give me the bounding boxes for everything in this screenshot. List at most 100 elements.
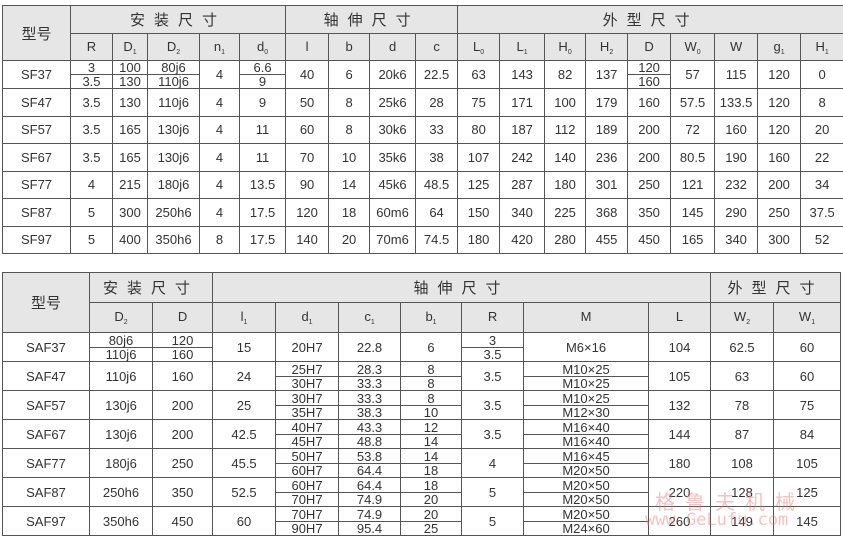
value-cell: 200 — [757, 170, 802, 199]
value-cell: 45k6 — [369, 170, 417, 199]
split-value: 130 — [119, 74, 141, 89]
column-symbol: D — [114, 309, 124, 324]
column-symbol: n — [213, 38, 222, 54]
value-cell: 3.5 — [461, 390, 525, 420]
split-value: M20×50 — [562, 491, 610, 507]
value-cell: M10×25 M12×30 — [523, 390, 650, 420]
split-value: M12×30 — [562, 404, 610, 420]
value-cell: 3.5 — [70, 143, 113, 172]
column-header: D — [627, 33, 672, 61]
split-value: 8 — [427, 375, 435, 391]
value-cell: 42.5 — [212, 419, 277, 449]
value-cell: 72 — [670, 115, 716, 144]
value-cell: 8 10 — [400, 390, 463, 420]
value-cell: 9 — [238, 88, 287, 117]
column-header: H1 — [800, 33, 843, 61]
split-cell: 50H7 60H7 — [276, 450, 338, 477]
column-subscript: 1 — [308, 319, 313, 326]
value-cell: 40 — [285, 60, 330, 89]
split-cell: M10×25 M10×25 — [524, 363, 648, 390]
column-header: d — [369, 33, 417, 61]
split-value: 9 — [258, 74, 267, 89]
watermark-name: 格鲁夫机械 — [655, 490, 805, 514]
value-cell: 38 — [415, 143, 459, 172]
value-cell: 100 — [544, 88, 587, 117]
value-cell: 150 — [457, 198, 501, 227]
value-cell: 15 — [212, 332, 277, 362]
value-cell: 160 — [627, 88, 672, 117]
split-cell: 33.3 38.3 — [339, 392, 400, 419]
column-header: b — [328, 33, 371, 61]
table-row: SF97 5 400 350h6 8 17.5 140 20 70m6 74.5 180 420 280… — [2, 225, 843, 254]
value-cell: 180 — [544, 170, 587, 199]
value-cell: 40H7 45H7 — [275, 419, 340, 449]
model-cell: SAF37 — [2, 332, 90, 362]
split-value: 64.4 — [356, 462, 383, 478]
sf-dimension-table: 型号 安装尺寸 轴伸尺寸 外型尺寸 R D1 D2 n1 d0 l b d c L0 L1 H0 H2 D… — [2, 5, 843, 254]
column-symbol: H — [599, 38, 610, 54]
value-cell: 180 — [457, 225, 501, 254]
value-cell: 5 — [461, 477, 525, 507]
value-cell: 4 — [199, 143, 240, 172]
table-row: SF47 3.5 130 110j6 4 9 50 8 25k6 28 75 171 100 179 160… — [2, 88, 843, 117]
value-cell: 80j6 110j6 — [147, 60, 200, 89]
value-cell: 115 — [714, 60, 759, 89]
value-cell: 120 — [757, 88, 802, 117]
value-cell: 120 — [285, 198, 330, 227]
column-symbol: R — [86, 38, 97, 54]
split-cell: 30H7 35H7 — [276, 392, 338, 419]
table-row: SF57 3.5 165 130j6 4 11 60 8 30k6 33 80 187 112 189 20… — [2, 115, 843, 144]
value-cell: 236 — [585, 143, 629, 172]
value-cell: 74.9 95.4 — [338, 506, 402, 536]
value-cell: 0 — [800, 60, 843, 89]
value-cell: 4 — [199, 198, 240, 227]
split-value: M10×25 — [562, 375, 610, 391]
split-value: 120 — [153, 334, 212, 348]
column-symbol: D — [644, 38, 654, 54]
value-cell: 14 — [328, 170, 371, 199]
column-header: W — [714, 33, 759, 61]
value-cell: 37.5 — [800, 198, 843, 227]
split-cell: M10×25 M12×30 — [524, 392, 648, 419]
value-cell: 4 — [199, 88, 240, 117]
value-cell: 100 130 — [112, 60, 148, 89]
split-cell: 14 18 — [401, 450, 461, 477]
split-value: 10 — [423, 404, 439, 420]
split-value: M16×45 — [524, 450, 648, 464]
column-header: c1 — [338, 302, 402, 333]
column-subscript: 0 — [567, 48, 572, 56]
value-cell: 33.3 38.3 — [338, 390, 402, 420]
outline-dimensions-header: 外型尺寸 — [710, 272, 842, 303]
value-cell: 60 — [773, 332, 842, 362]
value-cell: 200 — [151, 390, 214, 420]
split-value: 43.3 — [339, 421, 400, 435]
column-symbol: b — [345, 38, 353, 54]
value-cell: M20×50 M24×60 — [523, 506, 650, 536]
value-cell: 250 — [627, 170, 672, 199]
value-cell: 45.5 — [212, 448, 277, 478]
value-cell: 104 — [648, 332, 712, 362]
column-symbol: l — [305, 38, 309, 54]
column-header: L1 — [499, 33, 546, 61]
value-cell: 350 — [627, 198, 672, 227]
split-value: 90H7 — [291, 520, 323, 536]
value-cell: 130j6 — [89, 390, 153, 420]
split-value: 18 — [423, 462, 439, 478]
split-value: 14 — [401, 450, 461, 464]
value-cell: 3 3.5 — [461, 332, 525, 362]
column-subscript: 2 — [609, 48, 614, 56]
column-header: W1 — [773, 302, 842, 333]
shaft-dimensions-header: 轴伸尺寸 — [285, 5, 459, 34]
value-cell: 120 160 — [151, 332, 214, 362]
split-value: 8 — [401, 392, 461, 406]
value-cell: 187 — [499, 115, 546, 144]
value-cell: 8 — [328, 115, 371, 144]
value-cell: 43.3 48.8 — [338, 419, 402, 449]
column-subscript: 2 — [123, 319, 128, 326]
model-cell: SAF97 — [2, 506, 90, 536]
split-value: 50H7 — [276, 450, 338, 464]
value-cell: 52 — [800, 225, 843, 254]
value-cell: 80 — [457, 115, 501, 144]
value-cell: 25k6 — [369, 88, 417, 117]
